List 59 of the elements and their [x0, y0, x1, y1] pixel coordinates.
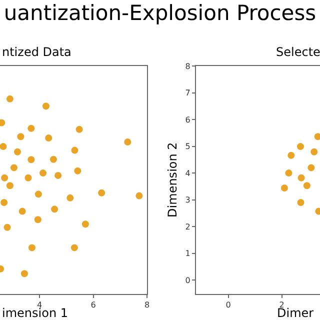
point [6, 182, 14, 190]
y-tick-label: 0 [185, 276, 190, 285]
chart-title: uantization-Explosion Process [2, 0, 318, 26]
point [50, 156, 57, 163]
point [71, 146, 78, 154]
point [310, 148, 318, 156]
point [24, 174, 32, 182]
point [308, 164, 315, 172]
point [6, 95, 14, 102]
point [124, 138, 132, 146]
chart-subtitle: ntized Data [2, 45, 72, 59]
x-axis-title: Dimer [277, 306, 314, 320]
point [1, 174, 8, 182]
y-tick-label: 5 [185, 142, 190, 152]
point [0, 198, 8, 206]
point [4, 224, 11, 231]
point [34, 216, 42, 224]
x-tick-label: 6 [90, 300, 96, 310]
x-tick-label: 8 [144, 300, 150, 310]
point [296, 143, 304, 150]
y-tick-label: 1 [185, 249, 190, 258]
point [66, 194, 74, 202]
point [17, 133, 24, 140]
point [28, 124, 35, 132]
point [28, 244, 36, 252]
point [20, 270, 28, 278]
y-tick-label: 8 [185, 62, 190, 71]
point [42, 102, 50, 110]
point [51, 206, 58, 213]
point [70, 244, 78, 252]
point [285, 170, 292, 177]
point [298, 174, 305, 182]
point [76, 126, 83, 133]
y-tick-label: 7 [185, 88, 190, 98]
point [314, 133, 320, 140]
point [0, 143, 7, 150]
point [34, 190, 42, 198]
point [14, 148, 21, 156]
point [82, 220, 89, 228]
point [10, 164, 18, 172]
y-tick-label: 4 [185, 168, 190, 178]
point [74, 167, 82, 174]
y-tick-label: 3 [185, 196, 190, 205]
point [54, 172, 62, 179]
point [136, 192, 143, 200]
point [28, 156, 35, 164]
chart-title: Selecte [276, 45, 320, 59]
point [40, 170, 46, 177]
point [45, 134, 52, 142]
point [98, 189, 106, 196]
point [18, 208, 26, 215]
y-tick-label: 2 [185, 222, 190, 232]
y-axis-title: Dimension 2 [165, 142, 180, 218]
x-tick-label: 0 [226, 300, 231, 310]
point [288, 152, 295, 159]
point [303, 182, 310, 190]
point [297, 198, 304, 206]
y-tick-label: 6 [185, 115, 190, 124]
point [280, 184, 288, 192]
